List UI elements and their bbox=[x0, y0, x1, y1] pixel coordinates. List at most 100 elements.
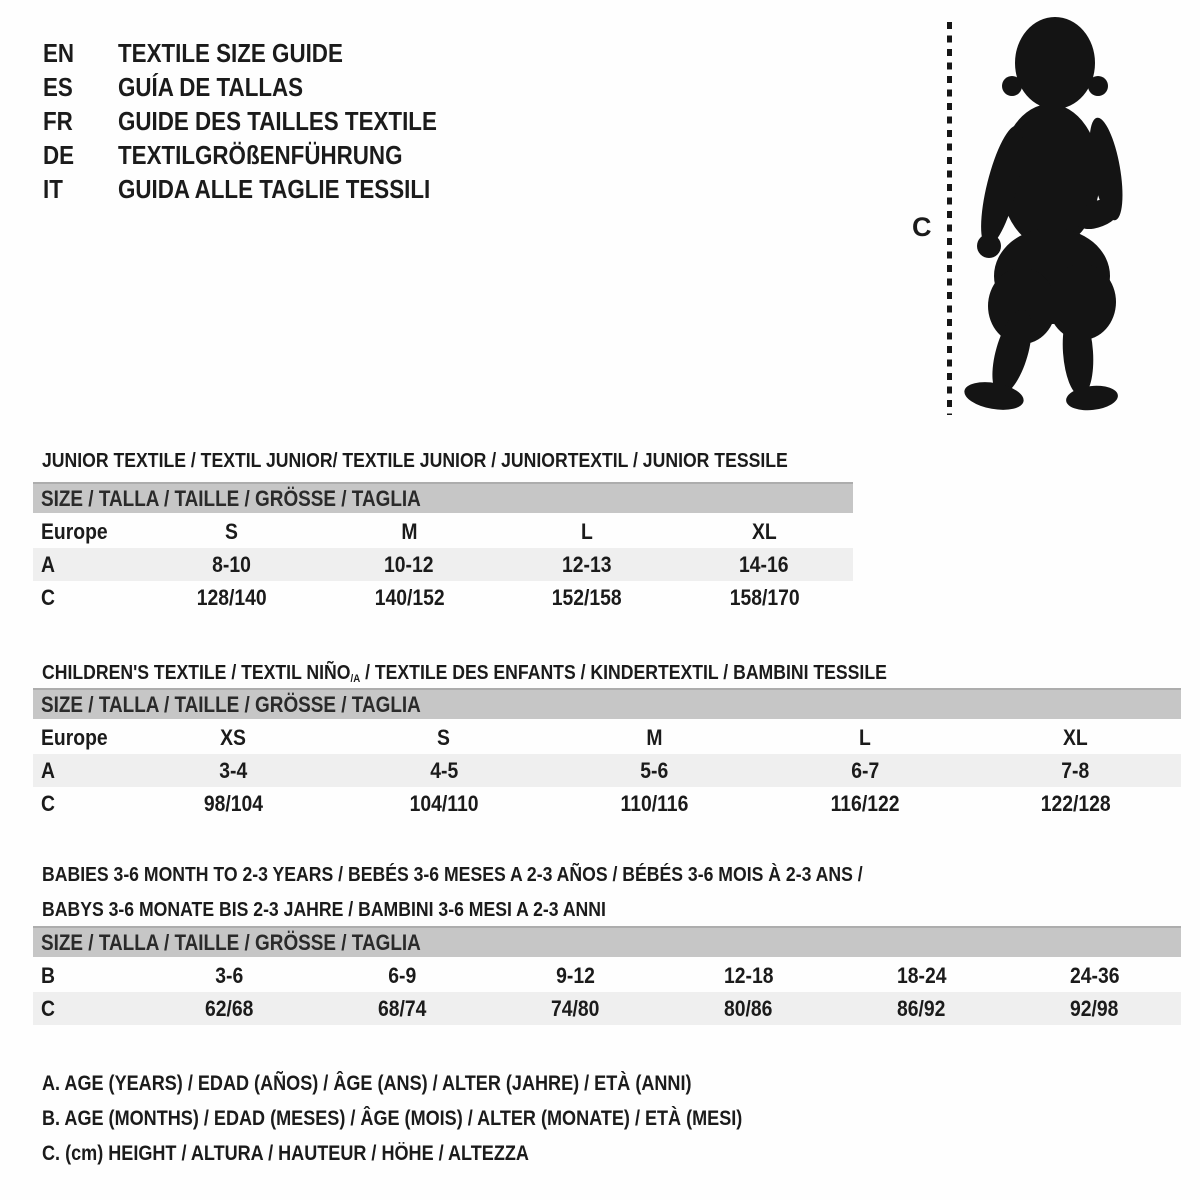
junior-size-table: SIZE / TALLA / TAILLE / GRÖSSE / TAGLIA … bbox=[33, 482, 853, 614]
table-row: A 3-4 4-5 5-6 6-7 7-8 bbox=[33, 754, 1181, 787]
size-cell: XL bbox=[1063, 725, 1089, 750]
baby-silhouette-icon bbox=[964, 17, 1123, 411]
language-code: EN bbox=[43, 38, 75, 68]
height-cell: 98/104 bbox=[203, 791, 263, 816]
junior-section-title: JUNIOR TEXTILE / TEXTIL JUNIOR/ TEXTILE … bbox=[42, 449, 909, 473]
age-cell: 18-24 bbox=[896, 963, 947, 988]
size-cell: S bbox=[225, 519, 239, 544]
language-row: ES GUÍA DE TALLAS bbox=[43, 70, 489, 104]
height-cell: 128/140 bbox=[196, 585, 267, 610]
row-label: C bbox=[41, 996, 55, 1021]
size-header-bar: SIZE / TALLA / TAILLE / GRÖSSE / TAGLIA bbox=[33, 926, 1181, 957]
title-suffix: / TEXTILE DES ENFANTS / KINDERTEXTIL / B… bbox=[360, 661, 887, 684]
age-cell: 24-36 bbox=[1069, 963, 1120, 988]
age-cell: 6-7 bbox=[851, 758, 880, 783]
legend-line-age-years: A. AGE (YEARS) / EDAD (AÑOS) / ÂGE (ANS)… bbox=[42, 1066, 856, 1101]
legend-text: A. AGE (YEARS) / EDAD (AÑOS) / ÂGE (ANS)… bbox=[42, 1072, 692, 1095]
size-cell: S bbox=[437, 725, 451, 750]
legend-text: B. AGE (MONTHS) / EDAD (MESES) / ÂGE (MO… bbox=[42, 1107, 743, 1130]
height-cell: 116/122 bbox=[830, 791, 900, 816]
height-cell: 104/110 bbox=[409, 791, 479, 816]
row-label: Europe bbox=[41, 725, 108, 750]
age-cell: 3-6 bbox=[215, 963, 244, 988]
age-cell: 8-10 bbox=[212, 552, 252, 577]
size-cell: M bbox=[646, 725, 663, 750]
size-header-text: SIZE / TALLA / TAILLE / GRÖSSE / TAGLIA bbox=[41, 692, 421, 717]
height-cell: 86/92 bbox=[897, 996, 946, 1021]
height-cell: 140/152 bbox=[374, 585, 445, 610]
height-measure-dotted-line bbox=[947, 22, 952, 415]
age-cell: 5-6 bbox=[640, 758, 669, 783]
row-label: A bbox=[41, 552, 55, 577]
age-cell: 10-12 bbox=[384, 552, 434, 577]
height-cell: 122/128 bbox=[1040, 791, 1111, 816]
table-row: Europe XS S M L XL bbox=[33, 721, 1181, 754]
children-section-title-text: CHILDREN'S TEXTILE / TEXTIL NIÑO/A / TEX… bbox=[42, 661, 887, 691]
age-cell: 14-16 bbox=[739, 552, 789, 577]
language-row: DE TEXTILGRÖßENFÜHRUNG bbox=[43, 138, 489, 172]
children-section-title: CHILDREN'S TEXTILE / TEXTIL NIÑO/A / TEX… bbox=[42, 661, 1024, 691]
size-cell: XS bbox=[220, 725, 247, 750]
size-header-bar: SIZE / TALLA / TAILLE / GRÖSSE / TAGLIA bbox=[33, 688, 1181, 719]
height-cell: 80/86 bbox=[724, 996, 773, 1021]
table-row: B 3-6 6-9 9-12 12-18 18-24 24-36 bbox=[33, 959, 1181, 992]
junior-section-title-text: JUNIOR TEXTILE / TEXTIL JUNIOR/ TEXTILE … bbox=[42, 449, 788, 472]
size-header-text: SIZE / TALLA / TAILLE / GRÖSSE / TAGLIA bbox=[41, 486, 421, 511]
row-label: Europe bbox=[41, 519, 108, 544]
height-cell: 62/68 bbox=[205, 996, 254, 1021]
size-cell: L bbox=[859, 725, 872, 750]
guide-title: TEXTILE SIZE GUIDE bbox=[118, 38, 343, 68]
table-row: C 98/104 104/110 110/116 116/122 122/128 bbox=[33, 787, 1181, 820]
language-row: EN TEXTILE SIZE GUIDE bbox=[43, 36, 489, 70]
height-cell: 68/74 bbox=[378, 996, 427, 1021]
age-cell: 6-9 bbox=[388, 963, 417, 988]
table-row: C 62/68 68/74 74/80 80/86 86/92 92/98 bbox=[33, 992, 1181, 1025]
size-cell: XL bbox=[751, 519, 777, 544]
language-code: FR bbox=[43, 106, 73, 136]
row-label: C bbox=[41, 585, 55, 610]
children-size-table: SIZE / TALLA / TAILLE / GRÖSSE / TAGLIA … bbox=[33, 688, 1181, 820]
size-cell: L bbox=[580, 519, 593, 544]
age-cell: 3-4 bbox=[219, 758, 248, 783]
size-cell: M bbox=[401, 519, 418, 544]
row-label: A bbox=[41, 758, 55, 783]
language-code: DE bbox=[43, 140, 75, 170]
guide-title: GUIDE DES TAILLES TEXTILE bbox=[118, 106, 437, 136]
language-title-list: EN TEXTILE SIZE GUIDE ES GUÍA DE TALLAS … bbox=[43, 36, 489, 206]
height-cell: 158/170 bbox=[729, 585, 800, 610]
table-row: A 8-10 10-12 12-13 14-16 bbox=[33, 548, 853, 581]
legend-line-height-cm: C. (cm) HEIGHT / ALTURA / HAUTEUR / HÖHE… bbox=[42, 1136, 856, 1171]
language-code: ES bbox=[43, 72, 73, 102]
language-row: FR GUIDE DES TAILLES TEXTILE bbox=[43, 104, 489, 138]
babies-size-table: SIZE / TALLA / TAILLE / GRÖSSE / TAGLIA … bbox=[33, 926, 1181, 1025]
guide-title: TEXTILGRÖßENFÜHRUNG bbox=[118, 140, 403, 170]
legend-line-age-months: B. AGE (MONTHS) / EDAD (MESES) / ÂGE (MO… bbox=[42, 1101, 856, 1136]
size-header-text: SIZE / TALLA / TAILLE / GRÖSSE / TAGLIA bbox=[41, 930, 421, 955]
height-cell: 110/116 bbox=[620, 791, 689, 816]
row-label: C bbox=[41, 791, 55, 816]
title-subscript: /A bbox=[350, 672, 361, 685]
babies-title-line2: BABYS 3-6 MONATE BIS 2-3 JAHRE / BAMBINI… bbox=[42, 898, 606, 921]
guide-title: GUÍA DE TALLAS bbox=[118, 72, 304, 102]
size-header-bar: SIZE / TALLA / TAILLE / GRÖSSE / TAGLIA bbox=[33, 482, 853, 513]
height-cell: 74/80 bbox=[551, 996, 600, 1021]
height-cell: 152/158 bbox=[551, 585, 622, 610]
height-measure-label: C bbox=[912, 212, 932, 242]
row-label: B bbox=[41, 963, 55, 988]
height-cell: 92/98 bbox=[1070, 996, 1119, 1021]
table-row: C 128/140 140/152 152/158 158/170 bbox=[33, 581, 853, 614]
table-row: Europe S M L XL bbox=[33, 515, 853, 548]
age-cell: 12-13 bbox=[561, 552, 612, 577]
title-prefix: CHILDREN'S TEXTILE / TEXTIL NIÑO bbox=[42, 661, 351, 684]
guide-title: GUIDA ALLE TAGLIE TESSILI bbox=[118, 174, 431, 204]
babies-title-line1: BABIES 3-6 MONTH TO 2-3 YEARS / BEBÉS 3-… bbox=[42, 863, 863, 886]
legend-text: C. (cm) HEIGHT / ALTURA / HAUTEUR / HÖHE… bbox=[42, 1142, 529, 1165]
age-cell: 12-18 bbox=[723, 963, 774, 988]
age-cell: 7-8 bbox=[1061, 758, 1090, 783]
age-cell: 4-5 bbox=[429, 758, 458, 783]
babies-section-title: BABIES 3-6 MONTH TO 2-3 YEARS / BEBÉS 3-… bbox=[42, 863, 996, 922]
language-code: IT bbox=[43, 174, 63, 204]
age-cell: 9-12 bbox=[556, 963, 595, 988]
language-row: IT GUIDA ALLE TAGLIE TESSILI bbox=[43, 172, 489, 206]
